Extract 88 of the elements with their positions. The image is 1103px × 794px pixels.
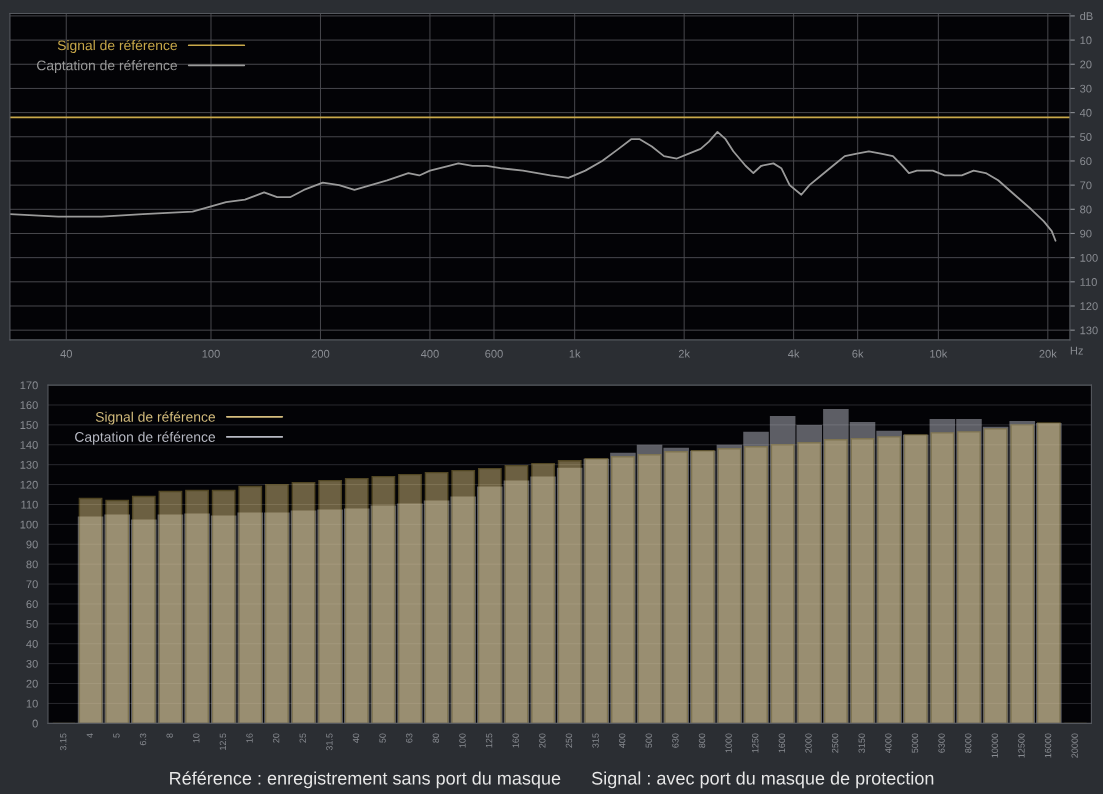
x-tick-label: 100 — [459, 733, 466, 748]
y-tick-label: 110 — [21, 500, 38, 509]
x-tick-label: 400 — [420, 349, 439, 358]
y-tick-label: 10 — [1080, 36, 1092, 45]
y-tick-label: 60 — [1080, 157, 1092, 166]
x-tick-label: 16 — [246, 733, 253, 743]
x-tick-label: 500 — [645, 733, 652, 748]
y-tick-label: 150 — [20, 421, 38, 430]
y-tick-label: 120 — [1080, 302, 1098, 311]
x-tick-label: 630 — [672, 733, 679, 748]
x-tick-label: 3150 — [858, 733, 865, 753]
y-tick-label: 170 — [20, 381, 38, 390]
x-tick-label: 4k — [788, 349, 800, 358]
y-tick-label: 20 — [26, 679, 38, 688]
x-tick-label: 8 — [166, 733, 173, 738]
x-tick-label: 3.15 — [59, 733, 67, 751]
y-tick-label: 130 — [1080, 326, 1098, 335]
y-tick-label: 80 — [1080, 205, 1092, 214]
y-tick-label: 40 — [26, 640, 38, 648]
legend-label: Captation de référence — [37, 59, 177, 74]
x-tick-label: 200 — [539, 733, 546, 748]
y-tick-label: 160 — [20, 401, 38, 410]
x-tick-label: 1k — [569, 349, 581, 358]
y-tick-label: 10 — [26, 699, 38, 708]
x-tick-label: 10000 — [991, 733, 999, 758]
y-tick-label: 0 — [32, 719, 38, 728]
legend-label: Captation de référence — [75, 431, 216, 445]
x-tick-label: 10 — [193, 733, 200, 743]
x-tick-label: 125 — [485, 733, 493, 748]
x-tick-label: 250 — [565, 733, 573, 748]
x-tick-label: 6k — [852, 349, 864, 358]
y-tick-label: 60 — [26, 600, 38, 609]
x-tick-label: 50 — [379, 733, 386, 743]
x-tick-label: 31.5 — [326, 733, 333, 751]
y-tick-label: 130 — [20, 460, 38, 469]
y-tick-label: 70 — [26, 580, 38, 589]
y-tick-label: 50 — [26, 620, 38, 628]
y-tick-label: dB — [1080, 11, 1093, 21]
y-tick-label: 30 — [1080, 84, 1092, 93]
x-tick-label: 16000 — [1044, 733, 1052, 758]
text: Référence : enregistrement sans port du masque Signal : avec port du masque de protection — [170, 771, 934, 789]
x-axis-title: Hz — [1070, 346, 1083, 355]
x-tick-label: 800 — [698, 733, 706, 748]
x-tick-label: 25 — [299, 733, 306, 743]
x-tick-label: 400 — [618, 733, 626, 748]
x-tick-label: 40 — [352, 733, 360, 743]
x-tick-label: 20k — [1039, 349, 1057, 358]
x-tick-label: 4 — [86, 733, 93, 738]
x-tick-label: 80 — [432, 733, 440, 743]
x-tick-label: 8000 — [965, 733, 972, 753]
x-tick-label: 12.5 — [219, 733, 227, 750]
x-tick-label: 5 — [113, 733, 120, 738]
y-tick-label: 40 — [1079, 108, 1092, 117]
y-tick-label: 50 — [1080, 133, 1092, 141]
x-tick-label: 5000 — [911, 733, 919, 753]
x-tick-label: 2k — [678, 349, 691, 358]
y-tick-label: 140 — [20, 441, 38, 449]
x-tick-label: 6300 — [938, 733, 945, 753]
x-tick-label: 100 — [202, 349, 220, 358]
x-tick-label: 40 — [60, 349, 73, 358]
y-tick-label: 70 — [1080, 181, 1092, 190]
y-tick-label: 90 — [26, 540, 38, 549]
x-tick-label: 2500 — [831, 733, 839, 753]
x-tick-label: 1600 — [778, 733, 786, 753]
y-tick-label: 120 — [20, 480, 38, 489]
x-tick-label: 20000 — [1071, 733, 1078, 758]
x-tick-label: 6.3 — [139, 733, 147, 746]
x-tick-label: 2000 — [805, 733, 812, 753]
legend-label: Signal de référence — [57, 39, 177, 53]
y-tick-label: 100 — [1080, 253, 1098, 262]
x-tick-label: 1250 — [752, 733, 759, 753]
x-tick-label: 600 — [485, 349, 503, 358]
x-tick-label: 10k — [930, 349, 948, 358]
x-tick-label: 12500 — [1018, 733, 1025, 758]
y-tick-label: 30 — [26, 659, 38, 668]
x-tick-label: 20 — [272, 733, 280, 743]
x-tick-label: 200 — [311, 349, 330, 358]
y-tick-label: 80 — [26, 560, 38, 569]
x-tick-label: 1000 — [725, 733, 732, 753]
legend-label: Signal de référence — [95, 411, 216, 425]
x-tick-label: 315 — [592, 733, 599, 748]
x-tick-label: 63 — [406, 733, 413, 743]
y-tick-label: 110 — [1080, 278, 1097, 286]
y-tick-label: 90 — [1080, 229, 1092, 238]
y-tick-label: 20 — [1080, 60, 1092, 69]
x-tick-label: 160 — [512, 733, 519, 748]
x-tick-label: 4000 — [885, 733, 892, 753]
y-tick-label: 100 — [20, 520, 38, 529]
